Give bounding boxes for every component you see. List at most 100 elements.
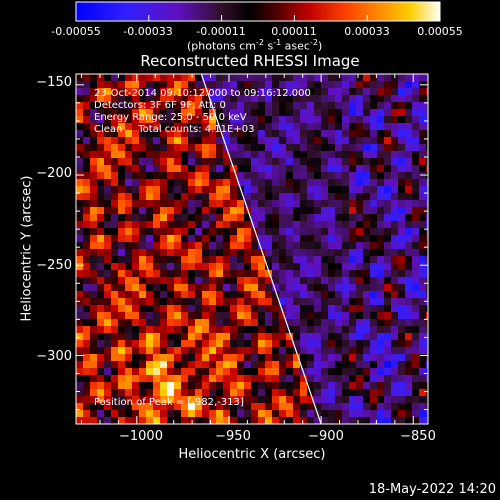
heatmap-cell <box>412 221 420 229</box>
heatmap-cell <box>202 270 210 278</box>
heatmap-cell <box>209 81 217 89</box>
heatmap-cell <box>146 291 154 299</box>
heatmap-cell <box>83 403 91 411</box>
heatmap-cell <box>293 410 301 418</box>
heatmap-cell <box>104 410 112 418</box>
heatmap-cell <box>118 361 126 369</box>
heatmap-cell <box>125 158 133 166</box>
heatmap-cell <box>111 403 119 411</box>
heatmap-cell <box>328 256 336 264</box>
heatmap-cell <box>223 354 231 362</box>
heatmap-cell <box>286 95 294 103</box>
heatmap-cell <box>146 221 154 229</box>
heatmap-cell <box>125 326 133 334</box>
heatmap-cell <box>412 270 420 278</box>
heatmap-cell <box>356 102 364 110</box>
heatmap-cell <box>237 340 245 348</box>
heatmap-cell <box>314 305 322 313</box>
heatmap-cell <box>195 375 203 383</box>
heatmap-cell <box>363 74 371 82</box>
heatmap-cell <box>104 158 112 166</box>
heatmap-cell <box>412 305 420 313</box>
heatmap-cell <box>244 172 252 180</box>
heatmap-cell <box>293 88 301 96</box>
heatmap-cell <box>363 347 371 355</box>
heatmap-cell <box>188 319 196 327</box>
heatmap-cell <box>139 102 147 110</box>
heatmap-cell <box>174 256 182 264</box>
heatmap-cell <box>370 186 378 194</box>
heatmap-cell <box>293 116 301 124</box>
heatmap-cell <box>90 319 98 327</box>
heatmap-cell <box>118 123 126 131</box>
clean-counts-annotation: Clean Total counts: 4.11E+03 <box>94 124 255 135</box>
heatmap-cell <box>328 333 336 341</box>
heatmap-cell <box>300 242 308 250</box>
heatmap-cell <box>426 305 428 313</box>
heatmap-cell <box>328 305 336 313</box>
heatmap-cell <box>244 256 252 264</box>
heatmap-cell <box>132 305 140 313</box>
heatmap-cell <box>279 375 287 383</box>
heatmap-cell <box>181 242 189 250</box>
heatmap-cell <box>426 137 428 145</box>
heatmap-cell <box>391 228 399 236</box>
heatmap-cell <box>398 361 406 369</box>
heatmap-cell <box>335 333 343 341</box>
heatmap-cell <box>405 207 413 215</box>
heatmap-cell <box>125 270 133 278</box>
heatmap-cell <box>314 137 322 145</box>
heatmap-cell <box>104 144 112 152</box>
heatmap-cell <box>118 319 126 327</box>
heatmap-cell <box>90 291 98 299</box>
heatmap-cell <box>419 221 427 229</box>
heatmap-cell <box>230 417 238 424</box>
heatmap-cell <box>188 354 196 362</box>
heatmap-cell <box>293 354 301 362</box>
heatmap-cell <box>391 256 399 264</box>
heatmap-cell <box>363 81 371 89</box>
heatmap-cell <box>377 249 385 257</box>
heatmap-cell <box>426 165 428 173</box>
heatmap-cell <box>251 186 259 194</box>
heatmap-cell <box>83 305 91 313</box>
heatmap-cell <box>412 207 420 215</box>
heatmap-cell <box>244 165 252 173</box>
heatmap-cell <box>118 158 126 166</box>
heatmap-cell <box>104 298 112 306</box>
heatmap-cell <box>349 144 357 152</box>
heatmap-cell <box>335 368 343 376</box>
heatmap-cell <box>342 319 350 327</box>
heatmap-cell <box>349 123 357 131</box>
heatmap-cell <box>258 319 266 327</box>
heatmap-cell <box>377 382 385 390</box>
heatmap-cell <box>335 179 343 187</box>
heatmap-cell <box>391 88 399 96</box>
heatmap-cell <box>216 116 224 124</box>
heatmap-cell <box>300 263 308 271</box>
heatmap-cell <box>202 305 210 313</box>
heatmap-cell <box>83 165 91 173</box>
heatmap-cell <box>419 165 427 173</box>
heatmap-cell <box>104 102 112 110</box>
heatmap-cell <box>328 116 336 124</box>
heatmap-cell <box>412 109 420 117</box>
heatmap-cell <box>398 263 406 271</box>
heatmap-cell <box>398 179 406 187</box>
heatmap-cell <box>216 249 224 257</box>
heatmap-cell <box>76 347 84 355</box>
heatmap-cell <box>90 137 98 145</box>
heatmap-cell <box>195 179 203 187</box>
heatmap-cell <box>265 242 273 250</box>
heatmap-cell <box>356 249 364 257</box>
heatmap-cell <box>398 235 406 243</box>
heatmap-cell <box>426 319 428 327</box>
heatmap-cell <box>237 284 245 292</box>
heatmap-cell <box>125 242 133 250</box>
heatmap-cell <box>216 130 224 138</box>
heatmap-cell <box>97 95 105 103</box>
heatmap-cell <box>76 403 84 411</box>
heatmap-cell <box>76 319 84 327</box>
heatmap-cell <box>279 284 287 292</box>
heatmap-cell <box>237 207 245 215</box>
